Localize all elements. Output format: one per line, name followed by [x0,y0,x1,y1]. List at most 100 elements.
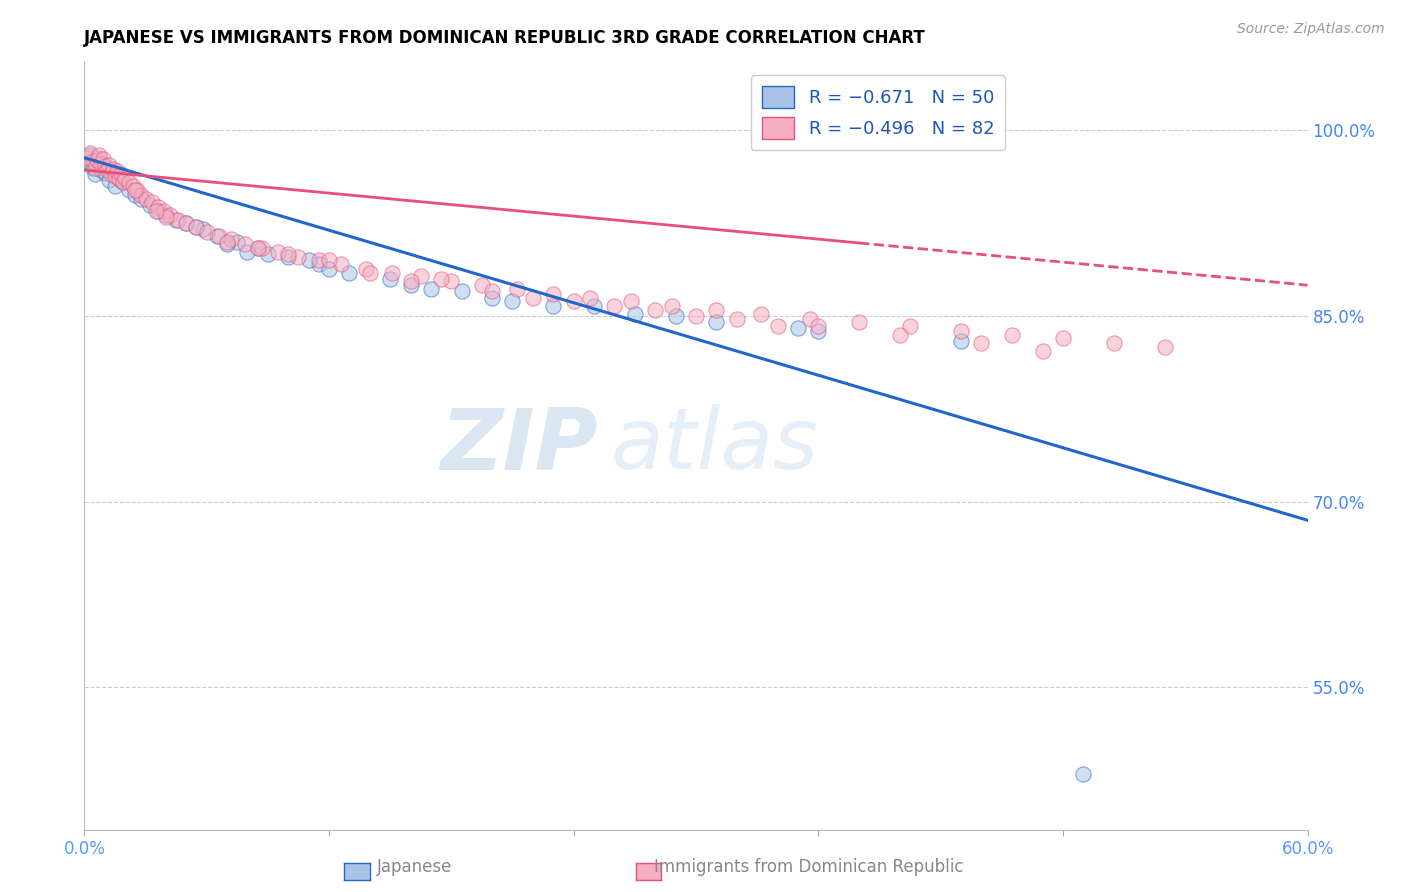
Point [86,153,108,168]
Point [195,225,218,239]
Point [131,192,153,206]
Point [118,183,141,197]
Point [848,315,870,329]
Point [354,262,377,277]
Point [90,157,112,171]
Point [145,203,167,218]
Point [186,219,208,234]
Point [267,244,290,259]
Point [1001,327,1024,342]
Point [1032,343,1054,358]
Point [97,158,120,172]
Point [430,272,453,286]
Text: atlas: atlas [610,404,818,488]
Point [155,210,177,224]
Point [79,145,101,160]
Point [579,291,602,305]
Point [543,286,565,301]
Point [96,163,118,178]
Point [105,164,128,178]
Point [235,237,257,252]
Point [481,291,503,305]
Point [277,250,299,264]
Point [159,208,181,222]
Point [399,278,422,293]
Point [471,278,494,293]
Point [153,203,176,218]
Point [287,250,309,264]
Point [624,307,647,321]
Point [93,160,115,174]
Point [799,311,821,326]
Point [1073,767,1095,781]
Point [167,212,190,227]
Point [970,336,993,351]
Point [502,294,524,309]
Point [661,299,683,313]
Point [318,253,340,268]
Point [226,235,249,249]
Point [104,179,127,194]
Point [191,222,214,236]
Point [481,285,503,299]
Point [77,154,100,169]
Point [118,176,141,190]
Point [205,228,228,243]
Point [110,167,132,181]
Point [174,216,197,230]
Point [409,269,432,284]
Point [706,302,728,317]
Point [359,266,381,280]
Point [562,294,585,309]
Point [146,203,169,218]
Point [82,161,104,175]
Point [127,183,149,197]
Point [97,173,120,187]
Point [246,241,269,255]
Point [131,187,153,202]
Point [101,161,124,176]
Point [82,154,104,169]
Text: Japanese: Japanese [377,858,453,876]
Point [87,151,110,165]
Point [440,275,463,289]
Point [505,282,527,296]
Point [277,247,299,261]
Point [108,171,131,186]
Point [236,244,259,259]
Point [122,179,145,194]
Point [399,275,422,289]
Point [950,324,973,338]
Point [380,272,402,286]
Point [330,257,353,271]
Point [665,309,688,323]
Point [104,169,127,184]
Point [219,232,242,246]
Point [135,192,157,206]
Point [644,302,666,317]
Point [298,253,321,268]
Point [79,148,101,162]
Point [706,315,728,329]
Point [889,327,911,342]
Point [146,200,169,214]
Point [308,257,330,271]
Point [620,294,643,309]
Point [86,158,108,172]
Point [83,161,105,175]
Point [257,247,280,261]
Point [898,318,921,333]
Point [749,307,772,321]
Point [522,291,544,305]
Point [124,183,146,197]
Point [91,157,114,171]
Point [87,148,110,162]
Point [1052,331,1074,345]
Point [100,167,122,181]
Point [186,219,208,234]
Point [308,253,330,268]
Point [155,208,177,222]
Point [114,170,136,185]
Point [141,195,163,210]
Point [725,311,748,326]
